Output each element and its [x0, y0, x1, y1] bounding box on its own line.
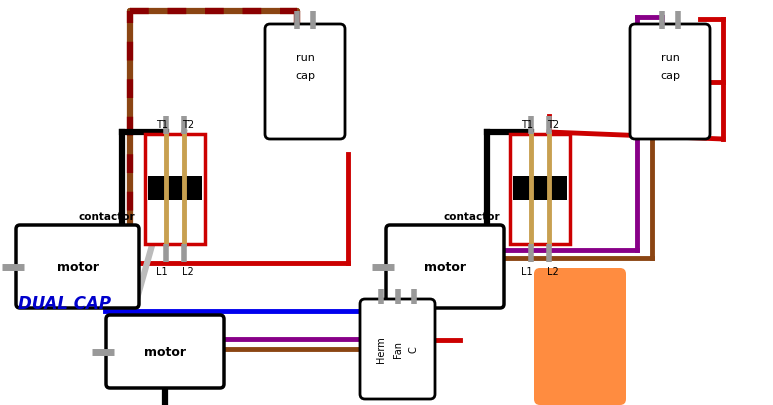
Text: T2: T2: [547, 120, 559, 130]
Text: C: C: [409, 346, 419, 352]
Text: motor: motor: [144, 345, 186, 358]
FancyBboxPatch shape: [386, 226, 504, 308]
Bar: [513, 176, 567, 200]
Bar: [145, 135, 205, 244]
Text: cap: cap: [660, 71, 680, 81]
FancyBboxPatch shape: [534, 269, 626, 405]
Text: cap: cap: [295, 71, 315, 81]
Text: Fan: Fan: [393, 341, 403, 358]
Text: run: run: [661, 53, 679, 63]
Text: run: run: [295, 53, 315, 63]
Text: DUAL CAP: DUAL CAP: [18, 294, 111, 312]
FancyBboxPatch shape: [265, 25, 345, 140]
FancyBboxPatch shape: [360, 299, 435, 399]
Bar: [148, 176, 202, 200]
Text: contactor: contactor: [78, 212, 135, 222]
Text: motor: motor: [56, 260, 98, 273]
Text: L1: L1: [521, 266, 533, 276]
Text: L1: L1: [156, 266, 168, 276]
Text: T1: T1: [521, 120, 533, 130]
Text: Herm: Herm: [376, 336, 386, 362]
Text: L2: L2: [547, 266, 559, 276]
Text: contactor: contactor: [444, 212, 500, 222]
FancyBboxPatch shape: [16, 226, 139, 308]
FancyBboxPatch shape: [630, 25, 710, 140]
Text: T1: T1: [156, 120, 168, 130]
Text: L2: L2: [182, 266, 194, 276]
Text: T2: T2: [182, 120, 194, 130]
Text: motor: motor: [424, 260, 466, 273]
FancyBboxPatch shape: [106, 315, 224, 388]
Bar: [510, 135, 570, 244]
